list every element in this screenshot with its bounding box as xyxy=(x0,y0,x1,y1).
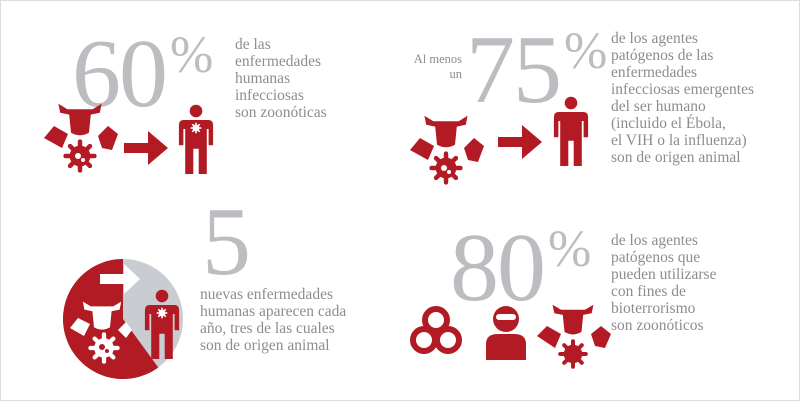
stat-number: 60 xyxy=(72,20,168,128)
stat-figure: 5 xyxy=(202,188,251,296)
person-icon xyxy=(553,96,589,166)
stat-number: 80 xyxy=(450,214,546,322)
stat-number: 75 xyxy=(466,16,562,124)
stat-description: nuevas enfermedades humanas aparecen cad… xyxy=(200,286,347,354)
animals-icon xyxy=(44,103,118,178)
stat-description: de los agentes patógenos de las enfermed… xyxy=(611,30,755,166)
stat-description: de las enfermedades humanas infecciosas … xyxy=(235,36,327,121)
biohazard-icon xyxy=(410,306,462,354)
arrow-right-icon xyxy=(498,125,542,159)
animals-icon xyxy=(410,115,484,190)
stat-suffix: % xyxy=(564,23,608,80)
stat-figure: 75% xyxy=(466,16,608,124)
animals-icon xyxy=(537,304,611,370)
stat-figure: 60% xyxy=(72,20,214,128)
arrow-right-icon xyxy=(124,131,168,165)
masked-person-icon xyxy=(486,306,526,360)
infected-person-icon xyxy=(178,104,214,174)
stat-number: 5 xyxy=(202,188,251,296)
pie-animals-to-person-icon xyxy=(63,259,183,379)
stat-prefix: Al menos un xyxy=(413,52,462,81)
stat-suffix: % xyxy=(170,27,214,84)
stat-figure: 80% xyxy=(450,214,592,322)
stat-description: de los agentes patógenos que pueden util… xyxy=(611,232,717,334)
stat-suffix: % xyxy=(548,221,592,278)
